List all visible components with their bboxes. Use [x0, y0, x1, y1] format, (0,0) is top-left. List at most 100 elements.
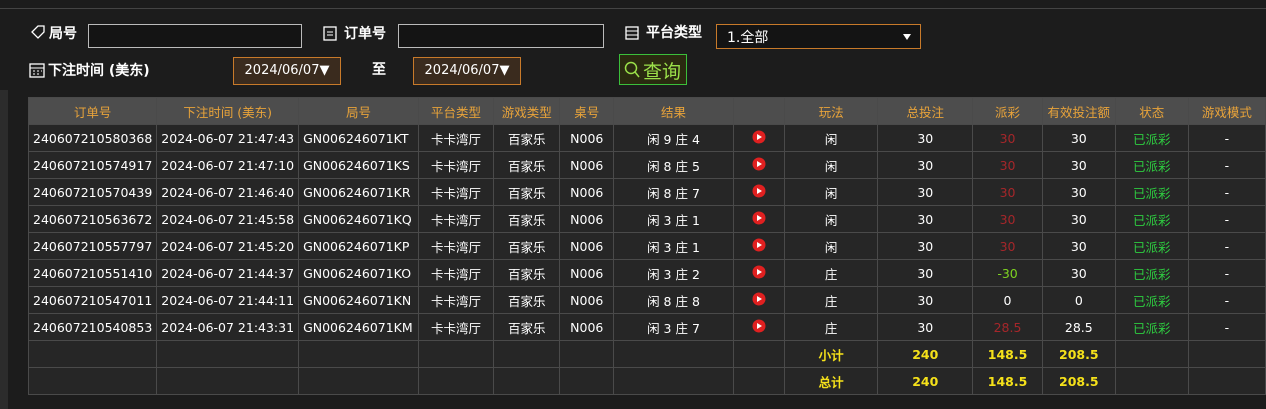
summary-row: 总计 240 148.5 208.5	[27, 367, 1266, 395]
date-to[interactable]: 2024/06/07▼	[413, 57, 521, 85]
play-icon[interactable]	[752, 157, 766, 171]
cell: 30	[972, 178, 1043, 206]
cell: 2024-06-07 21:47:10	[156, 151, 300, 179]
header-cell: 游戏类型	[493, 97, 561, 125]
empty-cell	[559, 340, 615, 368]
cell: 已派彩	[1114, 205, 1189, 233]
cell: N006	[559, 286, 615, 314]
summary-cell: 208.5	[1041, 340, 1116, 368]
play-cell	[732, 232, 785, 260]
empty-cell	[559, 367, 615, 395]
play-cell	[732, 178, 785, 206]
header-cell: 下注时间 (美东)	[156, 97, 300, 125]
play-icon[interactable]	[752, 184, 766, 198]
query-button[interactable]: 查询	[619, 54, 687, 85]
cell: 240607210580368	[27, 124, 158, 152]
summary-cell: 总计	[783, 367, 879, 395]
header-cell: 有效投注额	[1041, 97, 1116, 125]
cell: 百家乐	[493, 124, 561, 152]
cell: 已派彩	[1114, 232, 1189, 260]
table-row: 240607210570439 2024-06-07 21:46:40 GN0062…	[27, 178, 1266, 206]
cell: 30	[1041, 205, 1116, 233]
cell: -	[1187, 232, 1266, 260]
empty-cell	[493, 367, 561, 395]
empty-cell	[417, 367, 495, 395]
cell: GN006246071KQ	[298, 205, 419, 233]
empty-cell	[1114, 340, 1189, 368]
empty-cell	[27, 367, 158, 395]
cell: 30	[877, 124, 974, 152]
list-icon	[625, 26, 639, 40]
cell: -	[1187, 124, 1266, 152]
play-cell	[732, 205, 785, 233]
cell: 30	[877, 313, 974, 341]
cell: 30	[1041, 232, 1116, 260]
summary-cell: 208.5	[1041, 367, 1116, 395]
cell: 30	[1041, 259, 1116, 287]
cell: GN006246071KO	[298, 259, 419, 287]
summary-cell: 148.5	[972, 340, 1043, 368]
play-icon[interactable]	[752, 265, 766, 279]
summary-cell: 小计	[783, 340, 879, 368]
label: 至	[372, 62, 386, 78]
cell: -	[1187, 151, 1266, 179]
header-cell: 桌号	[559, 97, 615, 125]
cell: 30	[972, 232, 1043, 260]
play-icon[interactable]	[752, 319, 766, 333]
play-cell	[732, 313, 785, 341]
cell: 30	[1041, 178, 1116, 206]
empty-cell	[156, 340, 300, 368]
header-cell: 玩法	[783, 97, 879, 125]
cell: 卡卡湾厅	[417, 124, 495, 152]
header-cell: 总投注	[877, 97, 974, 125]
tag-icon	[31, 25, 45, 39]
header-cell: 平台类型	[417, 97, 495, 125]
cell: GN006246071KR	[298, 178, 419, 206]
cell: GN006246071KM	[298, 313, 419, 341]
cell: 卡卡湾厅	[417, 205, 495, 233]
summary-cell: 148.5	[972, 367, 1043, 395]
cell: 闲	[783, 151, 879, 179]
cell: GN006246071KN	[298, 286, 419, 314]
cell: 2024-06-07 21:47:43	[156, 124, 300, 152]
cell: 闲	[783, 232, 879, 260]
cell: 0	[972, 286, 1043, 314]
cell: 2024-06-07 21:45:58	[156, 205, 300, 233]
orders-table: 订单号 下注时间 (美东) 局号 平台类型 游戏类型 桌号 结果 玩法 总投注 派彩 有效投注额 状态…	[27, 97, 1266, 395]
play-icon[interactable]	[752, 238, 766, 252]
cell: 28.5	[972, 313, 1043, 341]
cell: 2024-06-07 21:44:11	[156, 286, 300, 314]
platform-select[interactable]: 1.全部	[716, 24, 921, 49]
cell: 30	[877, 232, 974, 260]
search-icon	[624, 61, 640, 78]
cell: 闲 8 庄 8	[613, 286, 734, 314]
cell: 28.5	[1041, 313, 1116, 341]
play-icon[interactable]	[752, 292, 766, 306]
arrow	[903, 34, 911, 40]
header-cell: 状态	[1114, 97, 1189, 125]
play-icon[interactable]	[752, 130, 766, 144]
calendar-icon	[29, 63, 45, 78]
date-from[interactable]: 2024/06/07▼	[233, 57, 341, 85]
play-cell	[732, 259, 785, 287]
round-input[interactable]	[88, 24, 302, 48]
cell: 百家乐	[493, 232, 561, 260]
cell: 闲 3 庄 1	[613, 205, 734, 233]
cell: 闲 8 庄 7	[613, 178, 734, 206]
play-icon[interactable]	[752, 211, 766, 225]
empty-cell	[613, 367, 734, 395]
order-input[interactable]	[398, 24, 604, 48]
cell: 庄	[783, 259, 879, 287]
doc-icon	[323, 26, 337, 41]
table-row: 240607210580368 2024-06-07 21:47:43 GN0062…	[27, 124, 1266, 152]
select-value: 1.全部	[727, 30, 769, 46]
empty-cell	[613, 340, 734, 368]
label: 下注时间 (美东)	[48, 63, 150, 79]
side-strip	[0, 90, 8, 409]
cell: 30	[877, 178, 974, 206]
header-cell	[732, 97, 785, 125]
cell: -	[1187, 259, 1266, 287]
table-row: 240607210563672 2024-06-07 21:45:58 GN0062…	[27, 205, 1266, 233]
cell: N006	[559, 124, 615, 152]
